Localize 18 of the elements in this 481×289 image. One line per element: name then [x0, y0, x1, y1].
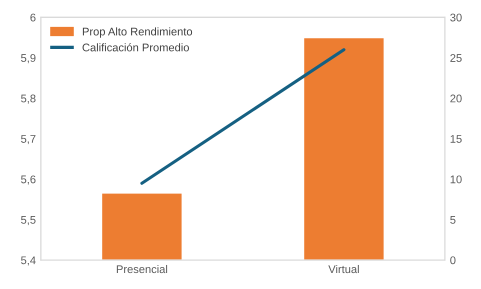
- y-tick-label: 6: [30, 14, 36, 22]
- y2-tick-label: 5: [450, 216, 456, 224]
- y2-tick-label: 10: [450, 175, 462, 184]
- y2-tick-label: 30: [450, 14, 462, 22]
- y-tick-label: 5,4: [21, 256, 36, 266]
- y-tick-label: 5,8: [21, 94, 36, 104]
- x-tick-label: Presencial: [116, 264, 168, 274]
- x-tick-label: Virtual: [328, 264, 359, 274]
- y2-tick-label: 25: [450, 54, 462, 62]
- y-tick-label: 5,6: [21, 175, 36, 185]
- y2-tick-label: 0: [450, 256, 456, 264]
- legend-label: Calificación Promedio: [82, 43, 189, 52]
- y-tick-label: 5,5: [21, 216, 36, 226]
- y-tick-label: 5,9: [21, 54, 36, 64]
- legend-label: Prop Alto Rendimiento: [82, 27, 192, 38]
- y2-tick-label: 15: [450, 135, 462, 143]
- y2-tick-label: 20: [450, 94, 462, 102]
- y-tick-label: 5,7: [21, 135, 36, 144]
